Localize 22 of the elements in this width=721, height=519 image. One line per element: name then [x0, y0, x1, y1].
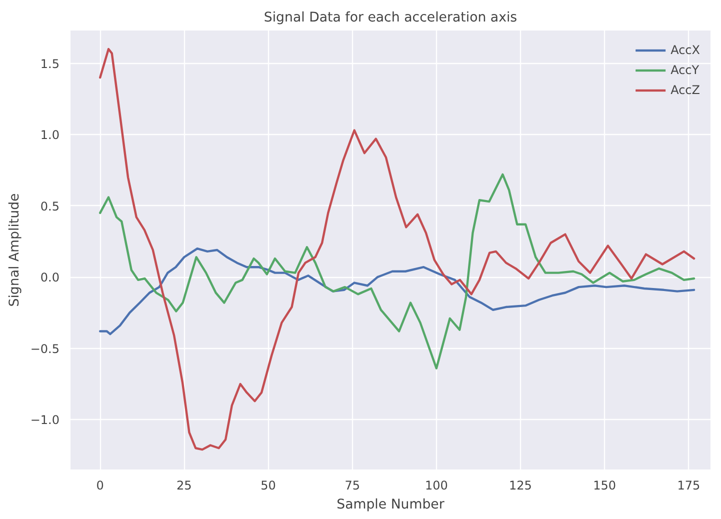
x-tick-label: 75: [344, 478, 360, 492]
y-tick-label: −0.5: [30, 342, 60, 356]
x-tick-label: 25: [176, 478, 192, 492]
line-series: [98, 247, 696, 336]
x-tick-label: 150: [593, 478, 616, 492]
x-tick-label: 125: [509, 478, 532, 492]
x-tick-label: 175: [677, 478, 700, 492]
y-axis-title: Signal Amplitude: [7, 193, 22, 307]
x-tick-label: 50: [260, 478, 276, 492]
x-axis-title: Sample Number: [336, 498, 445, 512]
line-series: [98, 173, 696, 370]
x-tick-label: 0: [96, 478, 104, 492]
y-tick-label: 0.5: [40, 199, 60, 214]
legend-label: AccY: [670, 63, 700, 77]
chart-title: Signal Data for each acceleration axis: [264, 10, 518, 26]
legend-label: AccZ: [670, 83, 700, 97]
y-tick-label: 1.0: [40, 128, 60, 142]
x-tick-label: 100: [424, 478, 448, 492]
legend-label: AccX: [670, 43, 700, 57]
y-tick-label: 0.0: [40, 270, 60, 285]
y-tick-label: −1.0: [30, 413, 60, 428]
y-tick-label: 1.5: [40, 56, 60, 71]
